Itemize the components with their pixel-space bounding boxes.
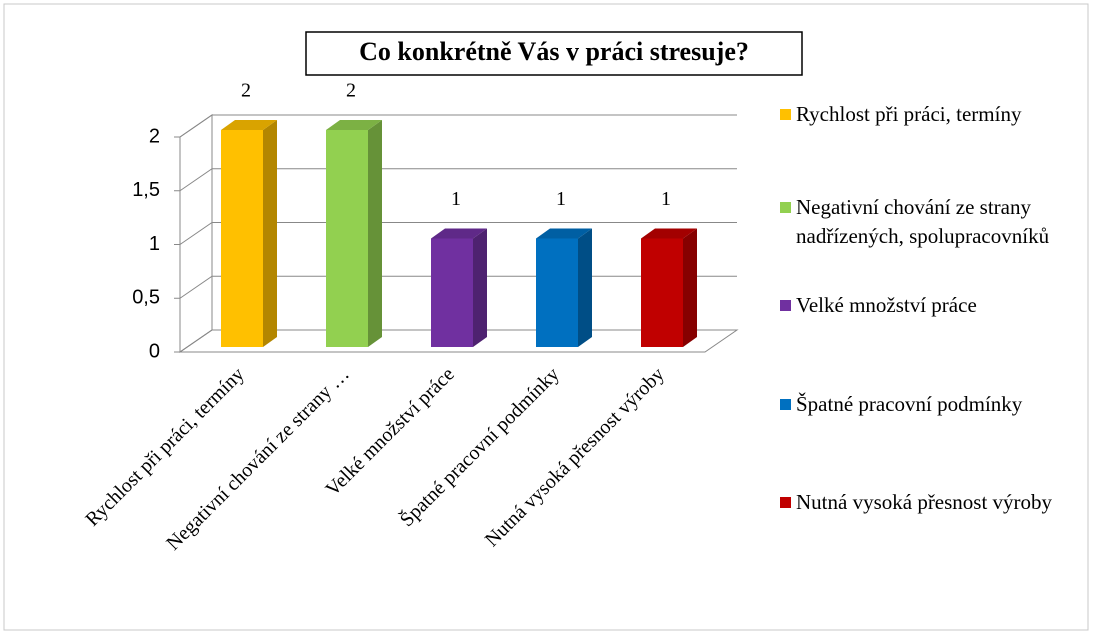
bar bbox=[641, 228, 697, 347]
bar-front bbox=[536, 238, 578, 347]
value-label: 2 bbox=[241, 80, 251, 102]
legend-swatch bbox=[780, 109, 791, 120]
chart-title: Co konkrétně Vás v práci stresuje? bbox=[359, 37, 749, 66]
bar bbox=[536, 228, 592, 347]
value-label: 1 bbox=[556, 188, 566, 210]
legend-swatch bbox=[780, 399, 791, 410]
grid-line bbox=[179, 114, 737, 138]
legend-label: Špatné pracovní podmínky bbox=[796, 392, 1023, 416]
bar-top bbox=[431, 228, 487, 239]
bar-top bbox=[221, 120, 277, 130]
grid-line bbox=[179, 222, 737, 245]
legend-entry: Nutná vysoká přesnost výroby bbox=[780, 488, 1052, 517]
y-tick-label: 1,5 bbox=[132, 179, 160, 201]
legend-entry: Špatné pracovní podmínky bbox=[780, 390, 1022, 419]
bar bbox=[221, 120, 277, 347]
bar-top bbox=[536, 228, 592, 239]
bar-side bbox=[578, 228, 592, 347]
y-tick-label: 0 bbox=[149, 340, 160, 362]
legend-swatch bbox=[780, 497, 791, 508]
grid-line bbox=[179, 168, 737, 192]
legend-entry: Velké množství práce bbox=[780, 291, 977, 320]
bar-front bbox=[641, 238, 683, 347]
bar-top bbox=[641, 228, 697, 239]
legend-entry: Rychlost při práci, termíny bbox=[780, 100, 1021, 129]
bar-front bbox=[221, 130, 263, 347]
value-label: 1 bbox=[451, 188, 461, 210]
legend-label: Nutná vysoká přesnost výroby bbox=[796, 490, 1053, 514]
legend-label: Rychlost při práci, termíny bbox=[796, 102, 1022, 126]
bar-top bbox=[326, 120, 382, 130]
title-box bbox=[305, 31, 803, 76]
y-tick-label: 0,5 bbox=[132, 287, 160, 309]
bar-side bbox=[263, 120, 277, 347]
bar-side bbox=[368, 120, 382, 347]
legend-entry: Negativní chování ze strany nadřízených,… bbox=[780, 193, 1080, 251]
legend-label: Negativní chování ze strany nadřízených,… bbox=[796, 195, 1050, 248]
value-label: 2 bbox=[346, 80, 356, 102]
y-tick-label: 1 bbox=[149, 233, 160, 255]
bar bbox=[431, 228, 487, 347]
bar-front bbox=[326, 130, 368, 347]
bar-side bbox=[473, 228, 487, 347]
bar-front bbox=[431, 238, 473, 347]
bar bbox=[326, 120, 382, 347]
bar-side bbox=[683, 228, 697, 347]
y-tick-label: 2 bbox=[149, 125, 160, 147]
value-label: 1 bbox=[661, 188, 671, 210]
legend-swatch bbox=[780, 300, 791, 311]
legend-label: Velké množství práce bbox=[796, 293, 977, 317]
legend-swatch bbox=[780, 202, 791, 213]
